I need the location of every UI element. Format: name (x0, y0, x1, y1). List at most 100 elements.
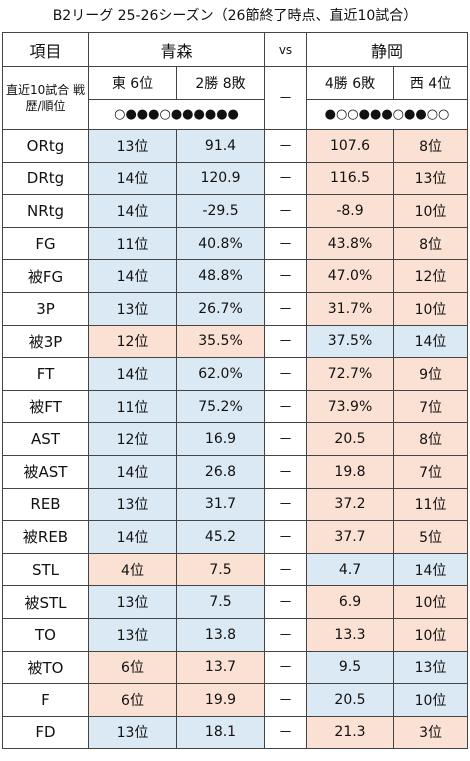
away-value-cell: 37.2 (306, 487, 395, 522)
stat-row: 被3P 12位 35.5% － 37.5% 14位 (2, 324, 469, 359)
away-rank-cell: 10位 (393, 194, 469, 228)
away-rank-cell: 5位 (393, 520, 469, 554)
away-value-cell: 20.5 (306, 683, 395, 717)
form-row: ○●●●○●●●●●● ●○○●●●○●●○○ (3, 99, 469, 130)
home-value-cell: 31.7 (175, 487, 266, 522)
stat-label: 被STL (2, 585, 89, 619)
stat-row: 被AST 14位 26.8 － 19.8 7位 (2, 454, 469, 489)
away-rank-cell: 11位 (393, 487, 469, 522)
home-rank-cell: 6位 (88, 683, 177, 717)
dash-cell: － (264, 129, 308, 163)
home-value-cell: 16.9 (175, 422, 266, 456)
home-rank-cell: 13位 (88, 291, 177, 326)
stat-row: AST 12位 16.9 － 20.5 8位 (2, 422, 469, 456)
home-value-cell: 7.5 (175, 585, 266, 619)
stat-row: F 6位 19.9 － 20.5 10位 (2, 683, 469, 717)
home-conference-rank: 東 6位 (88, 66, 177, 100)
stat-label: ORtg (2, 129, 89, 163)
stat-row: DRtg 14位 120.9 － 116.5 13位 (2, 161, 469, 196)
home-rank-cell: 14位 (88, 194, 177, 228)
away-value-cell: 31.7% (306, 291, 395, 326)
away-rank-cell: 10位 (393, 683, 469, 717)
away-rank-cell: 8位 (393, 129, 469, 163)
home-rank-cell: 14位 (88, 161, 177, 196)
stat-label: FT (2, 357, 89, 391)
stat-label: STL (2, 552, 89, 587)
away-value-cell: 4.7 (306, 552, 395, 587)
dash-cell: － (264, 291, 308, 326)
away-rank-cell: 8位 (393, 226, 469, 261)
away-rank-cell: 14位 (393, 552, 469, 587)
stat-label: 被REB (2, 520, 89, 554)
home-rank-cell: 12位 (88, 324, 177, 359)
home-value-cell: 26.8 (175, 454, 266, 489)
away-value-cell: 19.8 (306, 454, 395, 489)
home-team-header: 青森 (87, 32, 266, 67)
stat-row: 被FT 11位 75.2% － 73.9% 7位 (2, 389, 469, 424)
home-rank-cell: 12位 (88, 422, 177, 456)
away-value-cell: 13.3 (306, 617, 395, 652)
dash-cell: － (264, 650, 308, 685)
home-value-cell: 7.5 (175, 552, 266, 587)
stat-label: FG (2, 226, 89, 261)
away-rank-cell: 10位 (393, 291, 469, 326)
stat-row: TO 13位 13.8 － 13.3 10位 (2, 617, 469, 652)
dash-cell: － (264, 422, 308, 456)
stat-row: 被REB 14位 45.2 － 37.7 5位 (2, 520, 469, 554)
home-value-cell: 75.2% (175, 389, 266, 424)
stat-label: 被TO (2, 650, 89, 685)
away-value-cell: 116.5 (306, 161, 395, 196)
stat-label: DRtg (2, 161, 89, 196)
stat-row: ORtg 13位 91.4 － 107.6 8位 (2, 129, 469, 163)
away-value-cell: 37.7 (306, 520, 395, 554)
away-rank-cell: 3位 (393, 715, 469, 750)
home-value-cell: 120.9 (175, 161, 266, 196)
away-rank-cell: 14位 (393, 324, 469, 359)
vs-label: vs (264, 32, 308, 67)
stat-row: FD 13位 18.1 － 21.3 3位 (2, 715, 469, 750)
dash-cell: － (264, 357, 308, 391)
dash-cell: － (264, 389, 308, 424)
dash-cell: － (264, 683, 308, 717)
away-value-cell: 21.3 (306, 715, 395, 750)
away-rank-cell: 9位 (393, 357, 469, 391)
away-rank-cell: 8位 (393, 422, 469, 456)
away-value-cell: 37.5% (306, 324, 395, 359)
home-value-cell: 13.7 (175, 650, 266, 685)
away-value-cell: 9.5 (306, 650, 395, 685)
stats-table: 項目 青森 vs 静岡 直近10試合 戦歴/順位 東 6位 2勝 8敗 － 4勝… (2, 32, 469, 750)
record-dash: － (264, 66, 308, 130)
dash-cell: － (264, 585, 308, 619)
dash-cell: － (264, 259, 308, 293)
home-rank-cell: 11位 (88, 389, 177, 424)
home-value-cell: -29.5 (175, 194, 266, 228)
away-rank-cell: 10位 (393, 617, 469, 652)
stat-label: 被AST (2, 454, 89, 489)
dash-cell: － (264, 715, 308, 750)
stat-label: F (2, 683, 89, 717)
dash-cell: － (264, 552, 308, 587)
home-value-cell: 13.8 (175, 617, 266, 652)
home-value-cell: 45.2 (175, 520, 266, 554)
away-rank-cell: 12位 (393, 259, 469, 293)
column-label-header: 項目 (2, 32, 89, 67)
away-value-cell: 47.0% (306, 259, 395, 293)
dash-cell: － (264, 161, 308, 196)
home-win-loss: 2勝 8敗 (175, 66, 266, 100)
away-win-loss: 4勝 6敗 (306, 66, 395, 100)
page-title: B2リーグ 25-26シーズン（26節終了時点、直近10試合） (52, 8, 418, 24)
stat-row: STL 4位 7.5 － 4.7 14位 (2, 552, 469, 587)
stat-row: 3P 13位 26.7% － 31.7% 10位 (2, 291, 469, 326)
away-rank-cell: 10位 (393, 585, 469, 619)
dash-cell: － (264, 454, 308, 489)
home-value-cell: 48.8% (175, 259, 266, 293)
stat-row: NRtg 14位 -29.5 － -8.9 10位 (2, 194, 469, 228)
stat-row: 被FG 14位 48.8% － 47.0% 12位 (2, 259, 469, 293)
away-value-cell: -8.9 (306, 194, 395, 228)
dash-cell: － (264, 520, 308, 554)
away-rank-cell: 7位 (393, 454, 469, 489)
home-rank-cell: 13位 (88, 715, 177, 750)
stat-row: REB 13位 31.7 － 37.2 11位 (2, 487, 469, 522)
away-value-cell: 6.9 (306, 585, 395, 619)
home-rank-cell: 13位 (88, 487, 177, 522)
